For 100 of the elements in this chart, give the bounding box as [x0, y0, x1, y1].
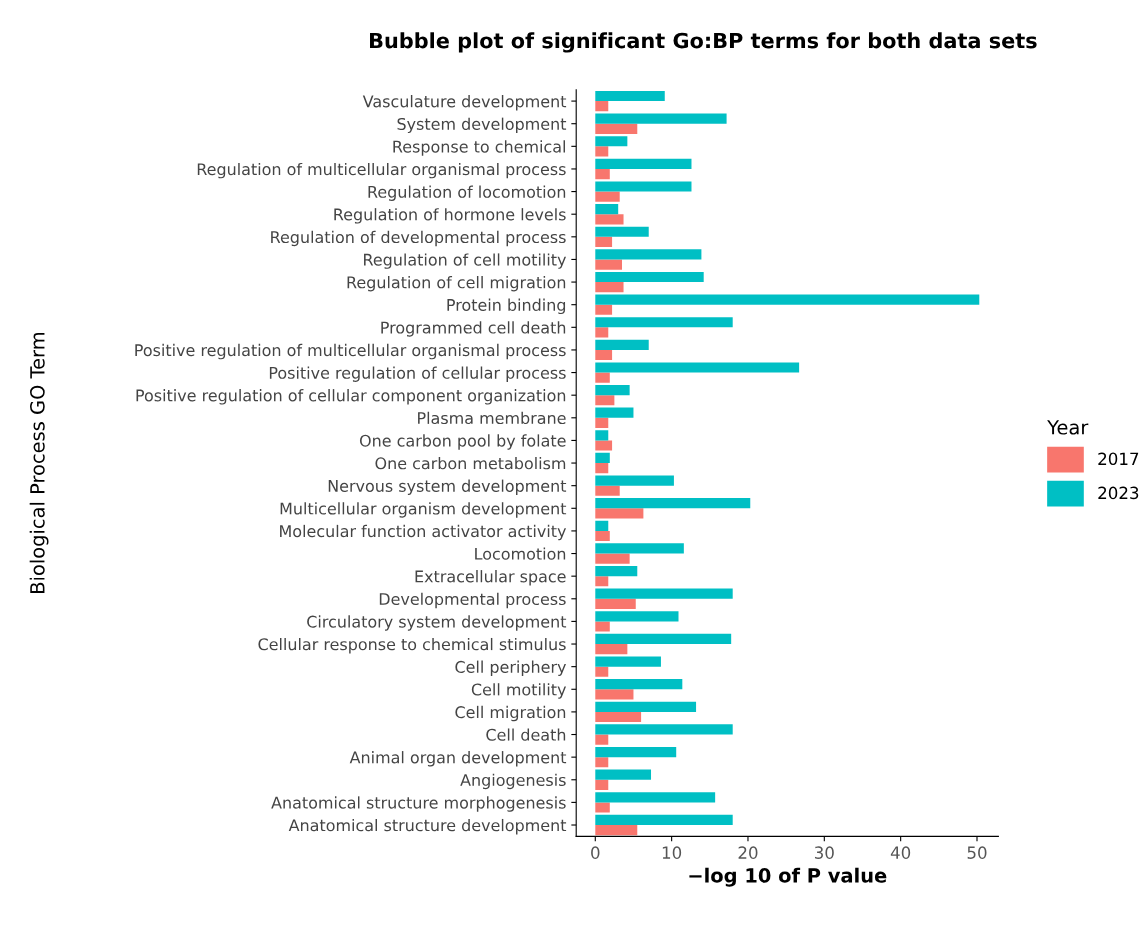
legend-title: Year — [1047, 420, 1089, 435]
bar — [595, 724, 733, 735]
bar — [595, 136, 628, 147]
y-tick-label: Nervous system development — [328, 479, 567, 496]
bar — [595, 327, 609, 338]
bar — [595, 158, 692, 169]
bar — [595, 395, 615, 406]
y-tick-label: Positive regulation of multicellular organismal process — [135, 343, 566, 360]
y-tick-label: Regulation of locomotion — [368, 185, 566, 201]
bar — [595, 317, 733, 328]
bar — [595, 711, 642, 723]
bar — [595, 485, 620, 496]
y-tick-label: Positive regulation of cellular process — [269, 366, 566, 382]
y-tick-label: Cell death — [486, 728, 566, 741]
y-tick-label: Cell periphery — [455, 660, 566, 677]
bar — [595, 214, 624, 225]
bar — [595, 407, 634, 418]
y-tick-label: Cellular response to chemical stimulus — [258, 637, 566, 654]
bar — [595, 146, 609, 157]
bar — [595, 349, 613, 361]
bar — [595, 689, 634, 700]
y-tick-label: Locomotion — [475, 547, 566, 560]
bar — [595, 553, 630, 564]
bar — [595, 417, 609, 428]
bar — [595, 430, 609, 441]
bar — [595, 814, 733, 826]
bar — [595, 463, 609, 474]
y-tick-label: Programmed cell death — [381, 321, 566, 337]
bar — [595, 249, 702, 260]
bar — [595, 123, 638, 134]
bar — [595, 576, 609, 587]
y-tick-label: Protein binding — [447, 298, 566, 315]
bar — [595, 679, 683, 690]
bar — [595, 385, 630, 396]
bar — [595, 543, 684, 554]
bar — [595, 498, 751, 509]
bar — [595, 757, 609, 768]
y-tick-label: Vasculature development — [362, 95, 567, 111]
bar — [595, 259, 623, 270]
bar — [595, 271, 704, 283]
bar — [595, 191, 620, 202]
y-axis-title: Biological Process GO Term — [29, 332, 49, 593]
bar — [595, 621, 610, 632]
y-tick-label: Circulatory system development — [307, 615, 567, 631]
y-tick-label: Molecular function activator activity — [280, 524, 567, 541]
y-tick-label: Plasma membrane — [418, 411, 566, 425]
y-tick-label: Regulation of cell motility — [364, 253, 567, 269]
y-tick-label: Positive regulation of cellular component organization — [136, 389, 566, 405]
legend-label: 2017 — [1098, 452, 1139, 466]
bar — [595, 644, 628, 655]
x-tick-label: 40 — [890, 846, 911, 859]
bar — [595, 701, 697, 712]
y-tick-label: Regulation of developmental process — [271, 230, 566, 247]
y-tick-label: Developmental process — [379, 592, 566, 609]
bar — [595, 802, 610, 813]
x-axis-title: −log 10 of P value — [689, 867, 887, 887]
bar — [595, 508, 644, 519]
y-tick-label: Angiogenesis — [460, 773, 566, 790]
bar — [595, 294, 980, 305]
bar — [595, 666, 609, 677]
x-tick-label: 0 — [591, 846, 600, 859]
bar — [595, 779, 609, 790]
bar — [595, 236, 613, 247]
bar — [595, 746, 677, 758]
y-tick-label: Regulation of cell migration — [347, 276, 566, 292]
x-tick-label: 50 — [967, 846, 987, 859]
bar — [595, 226, 649, 237]
bar — [595, 204, 619, 215]
y-tick-label: One carbon metabolism — [375, 456, 566, 470]
y-tick-label: Regulation of multicellular organismal process — [197, 162, 566, 179]
bar — [595, 372, 610, 383]
y-tick-label: Anatomical structure morphogenesis — [271, 796, 566, 812]
bar — [595, 633, 732, 645]
bar — [595, 113, 727, 124]
bar — [595, 304, 613, 315]
x-tick-label: 20 — [738, 846, 758, 859]
bar — [595, 611, 679, 622]
bar — [595, 588, 733, 599]
y-tick-label: Cell motility — [471, 683, 567, 699]
y-tick-label: System development — [397, 117, 567, 134]
x-tick-label: 30 — [814, 846, 834, 859]
bar — [595, 598, 636, 609]
bar — [595, 734, 609, 745]
bar — [595, 565, 638, 577]
y-tick-label: Regulation of hormone levels — [334, 208, 566, 224]
bar — [595, 168, 610, 180]
bar — [595, 825, 638, 836]
chart-title: Bubble plot of significant Go:BP terms for both data sets — [370, 32, 1037, 53]
bar — [595, 362, 800, 373]
bar — [595, 656, 661, 667]
y-tick-label: Anatomical structure development — [288, 818, 567, 835]
bar — [595, 475, 674, 486]
bar — [595, 339, 649, 350]
bar — [595, 792, 716, 803]
bar — [595, 769, 652, 780]
y-tick-label: Multicellular organism development — [280, 502, 567, 518]
y-tick-label: One carbon pool by folate — [359, 434, 566, 450]
y-tick-label: Cell migration — [455, 705, 566, 722]
y-tick-label: Extracellular space — [415, 570, 566, 586]
bar — [595, 452, 610, 464]
